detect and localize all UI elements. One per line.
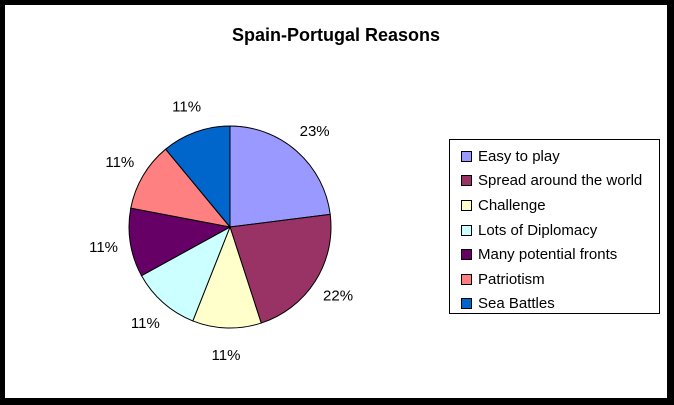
legend-swatch: [461, 298, 472, 310]
chart-area: Spain-Portugal Reasons 23% 22% 11% 11% 11% 11…: [5, 5, 667, 398]
pie-slice-5: [128, 207, 232, 277]
chart-title: Spain-Portugal Reasons: [231, 25, 441, 45]
pie-chart: 23% 22% 11% 11% 11% 11% 11%: [89, 99, 353, 364]
legend-swatch: [461, 175, 472, 187]
legend-label: Easy to play: [478, 147, 560, 165]
slice-label-2: 22%: [323, 288, 353, 305]
slice-label-3: 11%: [212, 347, 241, 364]
legend-swatch: [461, 249, 472, 261]
legend: Easy to play Spread around the world Chall…: [449, 139, 660, 314]
legend-item: Sea Battles: [450, 292, 659, 317]
legend-label: Patriotism: [478, 270, 545, 288]
pie-slice-6: [130, 148, 232, 228]
legend-item: Easy to play: [450, 144, 659, 169]
legend-label: Challenge: [478, 196, 546, 214]
pie-slice-2: [229, 213, 332, 324]
legend-item: Patriotism: [450, 267, 659, 292]
legend-item: Lots of Diplomacy: [450, 218, 659, 243]
slice-label-7: 11%: [172, 99, 201, 116]
legend-swatch: [461, 199, 472, 211]
legend-swatch: [461, 150, 472, 162]
pie-slice-1: [229, 125, 331, 228]
legend-label: Sea Battles: [478, 295, 555, 313]
legend-label: Spread around the world: [478, 172, 643, 190]
slice-label-6: 11%: [105, 154, 134, 171]
legend-label: Lots of Diplomacy: [478, 221, 598, 239]
slice-label-1: 23%: [300, 123, 330, 140]
legend-swatch: [461, 224, 472, 236]
slice-label-5: 11%: [89, 239, 118, 256]
pie-slice-7: [164, 125, 231, 229]
legend-swatch: [461, 273, 472, 285]
legend-item: Challenge: [450, 193, 659, 218]
pie-slice-3: [192, 225, 262, 329]
legend-item: Spread around the world: [450, 169, 659, 194]
pie-slice-4: [140, 225, 231, 322]
legend-item: Many potential fronts: [450, 242, 659, 267]
legend-label: Many potential fronts: [478, 246, 618, 264]
slice-label-4: 11%: [131, 315, 160, 332]
